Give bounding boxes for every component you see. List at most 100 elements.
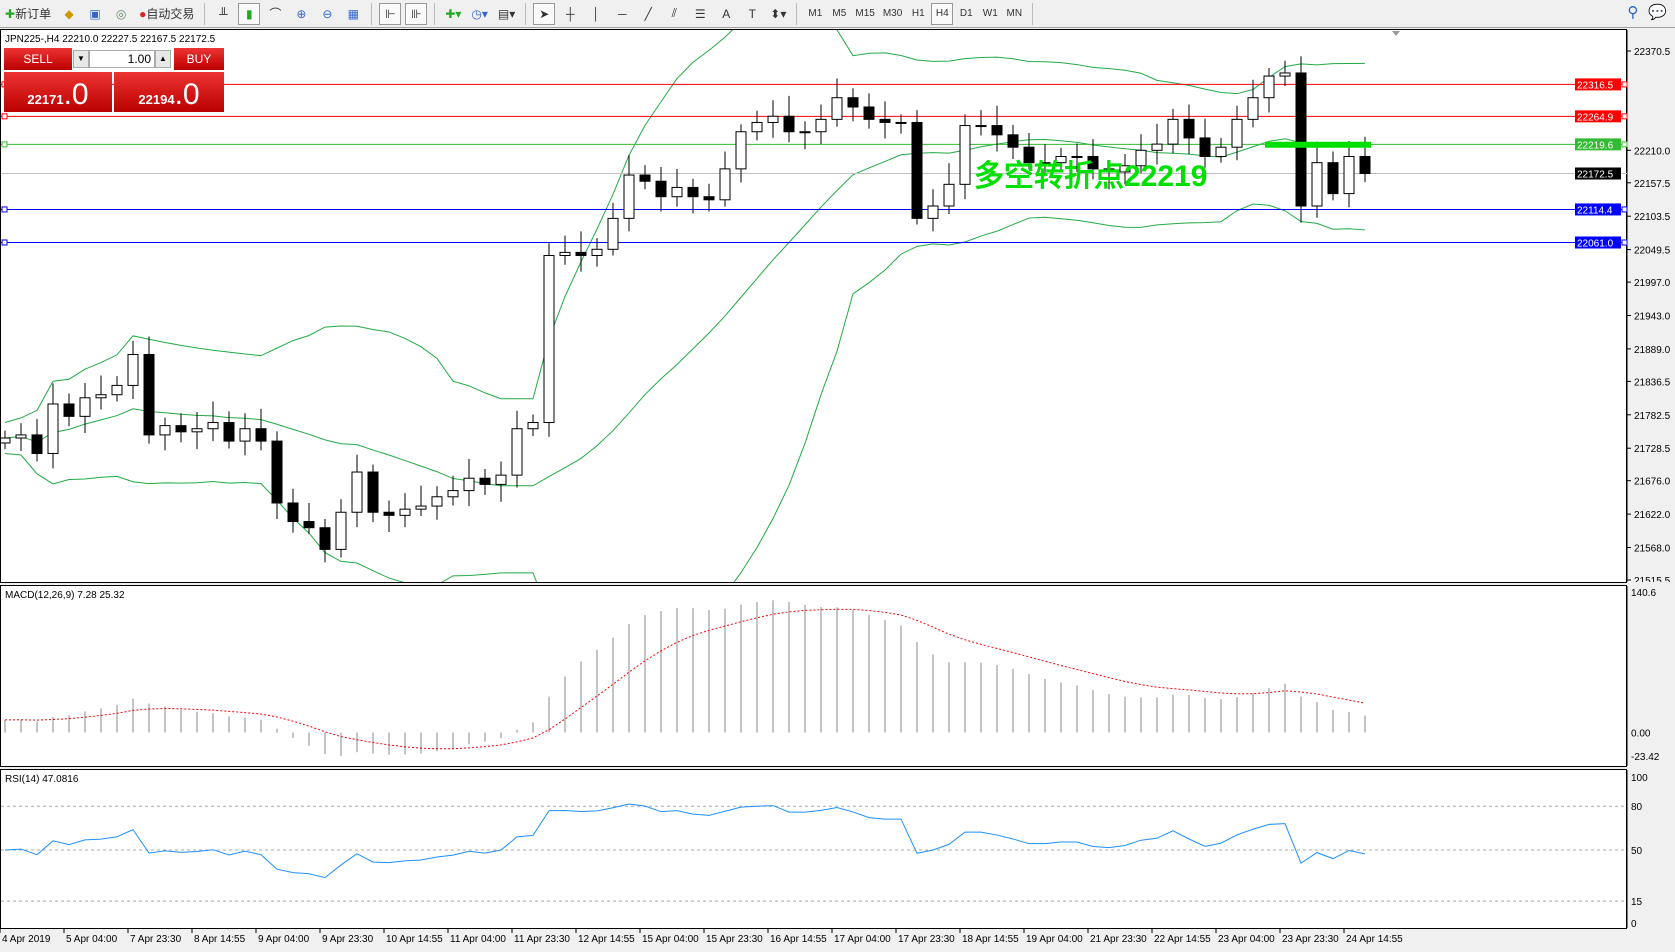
candle-body [1295, 72, 1307, 207]
text-icon[interactable]: A [722, 6, 731, 21]
timeframe-w1[interactable]: W1 [982, 8, 998, 19]
date-label: 5 Apr 04:00 [66, 934, 118, 945]
candle-body [1183, 118, 1195, 139]
candle-body [607, 217, 619, 250]
candle-body [543, 254, 555, 424]
price-tick-label: 22049.5 [1634, 246, 1671, 257]
candlestick-icon[interactable]: ▮ [238, 2, 261, 25]
signals-icon[interactable]: ◎ [115, 6, 127, 21]
candle-body [959, 125, 971, 185]
equidistant-channel-icon[interactable]: ⫽ [671, 6, 677, 20]
price-tick-label: 21728.5 [1634, 444, 1671, 455]
toolbar-separator [204, 2, 206, 25]
sell-price-button[interactable]: 22171.0 [4, 72, 112, 112]
price-level-label: 22114.4 [1577, 205, 1613, 216]
horizontal-line-icon[interactable]: ─ [618, 6, 627, 21]
timeframe-h4[interactable]: H4 [931, 2, 954, 25]
macd-tick-label: -23.42 [1631, 752, 1660, 763]
candle-body [703, 196, 715, 201]
date-label: 15 Apr 04:00 [642, 934, 699, 945]
level-handle [1621, 81, 1628, 88]
candle-body [207, 422, 219, 430]
candle-body [1135, 149, 1147, 167]
lot-increase-button[interactable]: ▲ [155, 50, 171, 68]
candle-body [495, 474, 507, 485]
date-label: 23 Apr 04:00 [1218, 934, 1275, 945]
price-level-tag [1575, 138, 1621, 151]
candle-body [687, 186, 699, 198]
tile-windows-icon[interactable]: ▦ [347, 6, 360, 21]
bar-chart-icon[interactable]: ╨ [219, 6, 228, 21]
date-label: 17 Apr 04:00 [834, 934, 891, 945]
candle-body [1359, 155, 1371, 175]
lot-decrease-button[interactable]: ▼ [73, 50, 89, 68]
fibonacci-icon[interactable]: ☰ [694, 6, 706, 21]
sell-button[interactable]: SELL [4, 48, 72, 70]
date-label: 7 Apr 23:30 [130, 934, 182, 945]
timeframe-m30[interactable]: M30 [882, 8, 903, 19]
vertical-line-icon[interactable]: │ [592, 6, 601, 21]
timeframe-m1[interactable]: M1 [808, 8, 823, 19]
level-handle [1621, 206, 1628, 213]
timeframe-d1[interactable]: D1 [959, 8, 973, 19]
line-chart-icon[interactable]: ⌒ [269, 7, 282, 21]
price-level-tag [1575, 78, 1621, 91]
chat-icon[interactable]: 💬 [1648, 4, 1667, 21]
new-order-button[interactable]: ✚ 新订单 [5, 6, 52, 22]
price-chart[interactable]: 22370.5 22210.0 22157.5 22103.5 22049.5 21997… [0, 0, 1671, 672]
text-label-icon[interactable]: T [748, 6, 756, 21]
price-level-label: 22316.5 [1577, 80, 1614, 91]
price-tick-label: 21676.0 [1634, 477, 1671, 488]
autoscroll-icon[interactable]: ⊩ [379, 2, 402, 25]
candle-body [783, 115, 795, 133]
level-handle [1, 141, 8, 148]
timeframe-m15[interactable]: M15 [855, 8, 875, 19]
market-watch-icon[interactable]: ◆ [64, 6, 74, 21]
crosshair-icon[interactable]: ┼ [566, 6, 575, 21]
timeframe-h1[interactable]: H1 [911, 8, 925, 19]
candle-body [351, 471, 363, 513]
rsi-line [4, 803, 1366, 879]
date-label: 18 Apr 14:55 [962, 934, 1019, 945]
auto-trading-button[interactable]: ● 自动交易 [139, 6, 195, 22]
candle-body [1279, 72, 1291, 77]
price-chart-svg: 22370.5 22210.0 22157.5 22103.5 22049.5 21997… [0, 0, 1671, 672]
navigator-icon[interactable]: ▣ [89, 6, 101, 21]
buy-price-button[interactable]: 22194.0 [114, 72, 224, 112]
indicators-icon[interactable]: ✚▾ [445, 6, 462, 21]
date-label: 16 Apr 14:55 [770, 934, 827, 945]
timeframe-mn[interactable]: MN [1006, 8, 1023, 19]
arrows-icon[interactable]: ⬍▾ [770, 6, 787, 21]
buy-button[interactable]: BUY [174, 48, 224, 70]
macd-panel[interactable]: MACD(12,26,9) 7.28 25.32 140.6 0.00 -23.42 [0, 585, 1660, 767]
buy-price-fraction: .0 [174, 78, 200, 111]
candle-body [63, 403, 75, 417]
candle-body [431, 496, 443, 507]
lot-size-input[interactable]: 1.00 [89, 50, 155, 68]
zoom-out-icon[interactable]: ⊖ [322, 6, 333, 21]
search-icon[interactable]: ⚲ [1627, 4, 1639, 21]
templates-icon[interactable]: ▤▾ [497, 6, 516, 21]
candle-body [735, 131, 747, 170]
periods-icon[interactable]: ◷▾ [471, 6, 488, 21]
candle-body [95, 394, 107, 399]
candle-body [367, 471, 379, 513]
candle-body [47, 403, 59, 454]
level-handle [1621, 141, 1628, 148]
toolbar-right: ⚲ 💬 [1627, 3, 1667, 21]
price-tick-label: 21943.0 [1634, 312, 1671, 323]
price-tick-label: 21515.5 [1634, 576, 1671, 582]
auto-trading-icon: ● [139, 6, 147, 21]
trendline-icon[interactable]: ╱ [644, 6, 652, 21]
candle-body [655, 180, 667, 198]
zoom-in-icon[interactable]: ⊕ [296, 6, 307, 21]
candle-body [159, 425, 171, 436]
price-level-label: 22061.0 [1577, 238, 1614, 249]
rsi-panel[interactable]: RSI(14) 47.0816 100 80 50 15 0 [0, 769, 1648, 930]
chart-shift-icon[interactable]: ⊪ [405, 2, 428, 25]
candle-body [239, 428, 251, 442]
time-axis: 4 Apr 2019 5 Apr 04:00 7 Apr 23:30 8 Apr 14… [0, 929, 1403, 945]
level-handle [1621, 239, 1628, 246]
cursor-icon[interactable]: ➤ [533, 2, 556, 25]
timeframe-m5[interactable]: M5 [832, 8, 847, 19]
